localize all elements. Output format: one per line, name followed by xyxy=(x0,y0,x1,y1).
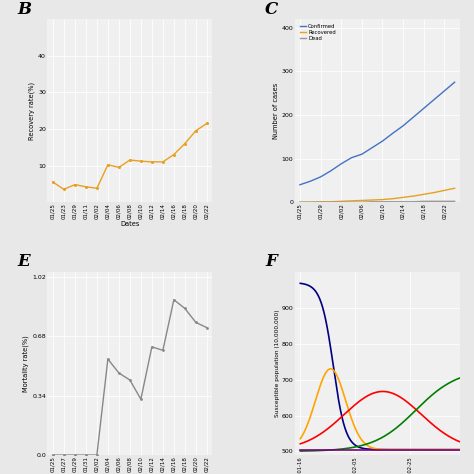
Recovered xyxy=(441,188,447,193)
Dead xyxy=(359,200,365,205)
Y-axis label: Number of cases: Number of cases xyxy=(273,82,279,139)
Confirmed xyxy=(338,161,344,167)
Confirmed xyxy=(421,106,427,111)
Y-axis label: Mortality rate(%): Mortality rate(%) xyxy=(23,335,29,392)
Dead xyxy=(410,199,416,205)
Recovered xyxy=(400,194,406,200)
Dead xyxy=(297,200,303,205)
Dead xyxy=(421,199,427,204)
Recovered xyxy=(421,191,427,197)
Confirmed xyxy=(297,182,303,188)
Line: Confirmed: Confirmed xyxy=(300,82,455,185)
Recovered xyxy=(452,185,457,191)
Confirmed xyxy=(359,151,365,157)
Recovered xyxy=(359,198,365,203)
Confirmed xyxy=(369,145,375,151)
Recovered xyxy=(318,199,323,205)
Confirmed xyxy=(390,130,396,136)
Dead xyxy=(369,199,375,205)
Confirmed xyxy=(400,123,406,128)
Dead xyxy=(390,199,396,205)
Dead xyxy=(308,200,313,205)
Text: F: F xyxy=(265,254,277,271)
Confirmed xyxy=(318,174,323,180)
Dead xyxy=(318,200,323,205)
Confirmed xyxy=(441,88,447,94)
Recovered xyxy=(390,196,396,201)
Recovered xyxy=(308,200,313,205)
Recovered xyxy=(369,197,375,203)
Text: E: E xyxy=(18,254,30,271)
Text: B: B xyxy=(18,0,32,18)
Confirmed xyxy=(308,178,313,184)
Recovered xyxy=(410,193,416,199)
Text: C: C xyxy=(265,0,278,18)
Recovered xyxy=(328,199,334,205)
Recovered xyxy=(431,190,437,195)
Dead xyxy=(400,199,406,205)
Line: Dead: Dead xyxy=(300,201,455,202)
Line: Recovered: Recovered xyxy=(300,188,455,202)
Dead xyxy=(349,200,355,205)
Confirmed xyxy=(410,114,416,120)
Recovered xyxy=(349,198,355,204)
Y-axis label: Susceptible population (10,000,000): Susceptible population (10,000,000) xyxy=(275,310,280,417)
Dead xyxy=(431,199,437,204)
X-axis label: Dates: Dates xyxy=(120,221,139,227)
Confirmed xyxy=(328,168,334,173)
Recovered xyxy=(380,197,385,202)
Confirmed xyxy=(431,97,437,102)
Dead xyxy=(441,199,447,204)
Legend: Confirmed, Recovered, Dead: Confirmed, Recovered, Dead xyxy=(298,22,338,43)
Recovered xyxy=(338,199,344,204)
Recovered xyxy=(297,200,303,205)
Y-axis label: Recovery rate(%): Recovery rate(%) xyxy=(29,82,36,140)
Dead xyxy=(328,200,334,205)
Dead xyxy=(452,199,457,204)
Confirmed xyxy=(380,138,385,144)
Dead xyxy=(338,200,344,205)
Confirmed xyxy=(349,155,355,161)
Confirmed xyxy=(452,79,457,85)
Dead xyxy=(380,199,385,205)
